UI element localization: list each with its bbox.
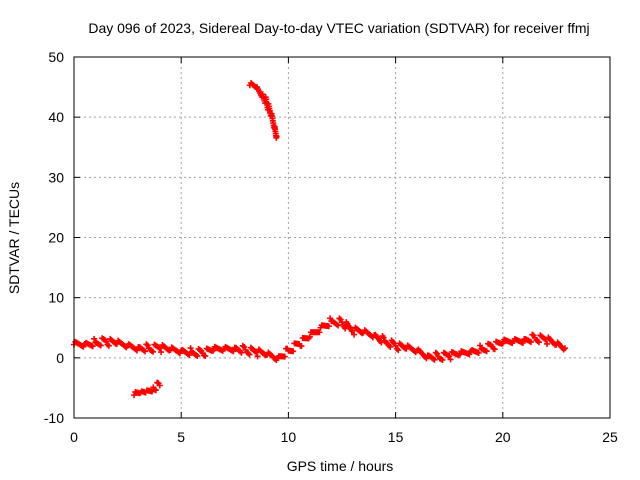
data-point xyxy=(535,339,542,346)
data-point xyxy=(298,342,305,349)
data-point xyxy=(238,349,245,356)
y-tick-label: -10 xyxy=(44,410,64,426)
data-point xyxy=(477,342,484,349)
data-point xyxy=(491,346,498,353)
data-point xyxy=(103,338,110,345)
x-axis-label: GPS time / hours xyxy=(287,458,394,474)
grid xyxy=(74,57,610,418)
data-point xyxy=(306,333,313,340)
data-point xyxy=(142,348,149,355)
data-point xyxy=(241,344,248,351)
x-tick-label: 25 xyxy=(602,429,618,445)
data-point xyxy=(97,342,104,349)
data-point xyxy=(431,356,438,363)
data-point xyxy=(475,350,482,357)
data-point xyxy=(91,335,98,342)
data-point xyxy=(152,387,159,394)
data-point xyxy=(281,353,288,360)
data-point xyxy=(105,342,112,349)
data-point xyxy=(156,382,163,389)
x-tick-label: 10 xyxy=(281,429,297,445)
axis-ticks: 0 5 10 15 20 25 -10 0 10 20 30 40 50 xyxy=(44,49,618,445)
y-tick-label: 0 xyxy=(56,350,64,366)
data-point xyxy=(466,351,473,358)
data-point xyxy=(392,342,399,349)
data-point xyxy=(349,327,356,334)
data-point xyxy=(499,340,506,347)
x-tick-label: 5 xyxy=(177,429,185,445)
data-point xyxy=(447,356,454,363)
y-tick-label: 40 xyxy=(48,109,64,125)
data-point xyxy=(327,315,334,322)
data-point xyxy=(446,353,453,360)
data-point xyxy=(210,347,217,354)
data-point xyxy=(186,352,193,359)
y-tick-label: 30 xyxy=(48,169,64,185)
data-point xyxy=(342,325,349,332)
data-point xyxy=(544,340,551,347)
y-tick-label: 10 xyxy=(48,290,64,306)
data-point xyxy=(156,345,163,352)
data-point xyxy=(133,347,140,354)
chart-title: Day 096 of 2023, Sidereal Day-to-day VTE… xyxy=(88,20,589,36)
data-point xyxy=(483,348,490,355)
y-tick-label: 20 xyxy=(48,230,64,246)
data-point xyxy=(351,331,358,338)
data-point xyxy=(334,322,341,329)
data-point xyxy=(202,353,209,360)
data-point xyxy=(89,343,96,350)
data-point xyxy=(380,334,387,341)
data-point xyxy=(273,133,280,140)
data-point xyxy=(194,353,201,360)
data-point xyxy=(519,340,526,347)
data-point xyxy=(187,345,194,352)
data-point xyxy=(395,347,402,354)
data-point xyxy=(439,357,446,364)
data-point xyxy=(561,345,568,352)
data-point xyxy=(316,329,323,336)
data-point xyxy=(325,323,332,330)
x-tick-label: 20 xyxy=(495,429,511,445)
data-point xyxy=(254,353,261,360)
data-point xyxy=(290,348,297,355)
x-tick-label: 15 xyxy=(388,429,404,445)
data-point xyxy=(150,348,157,355)
data-point xyxy=(527,339,534,346)
y-axis-label: SDTVAR / TECUs xyxy=(6,182,22,294)
x-tick-label: 0 xyxy=(70,429,78,445)
data-point xyxy=(158,349,165,356)
data-point xyxy=(246,351,253,358)
data-point xyxy=(387,343,394,350)
y-tick-label: 50 xyxy=(48,49,64,65)
data-point xyxy=(230,348,237,355)
data-points xyxy=(71,79,568,399)
